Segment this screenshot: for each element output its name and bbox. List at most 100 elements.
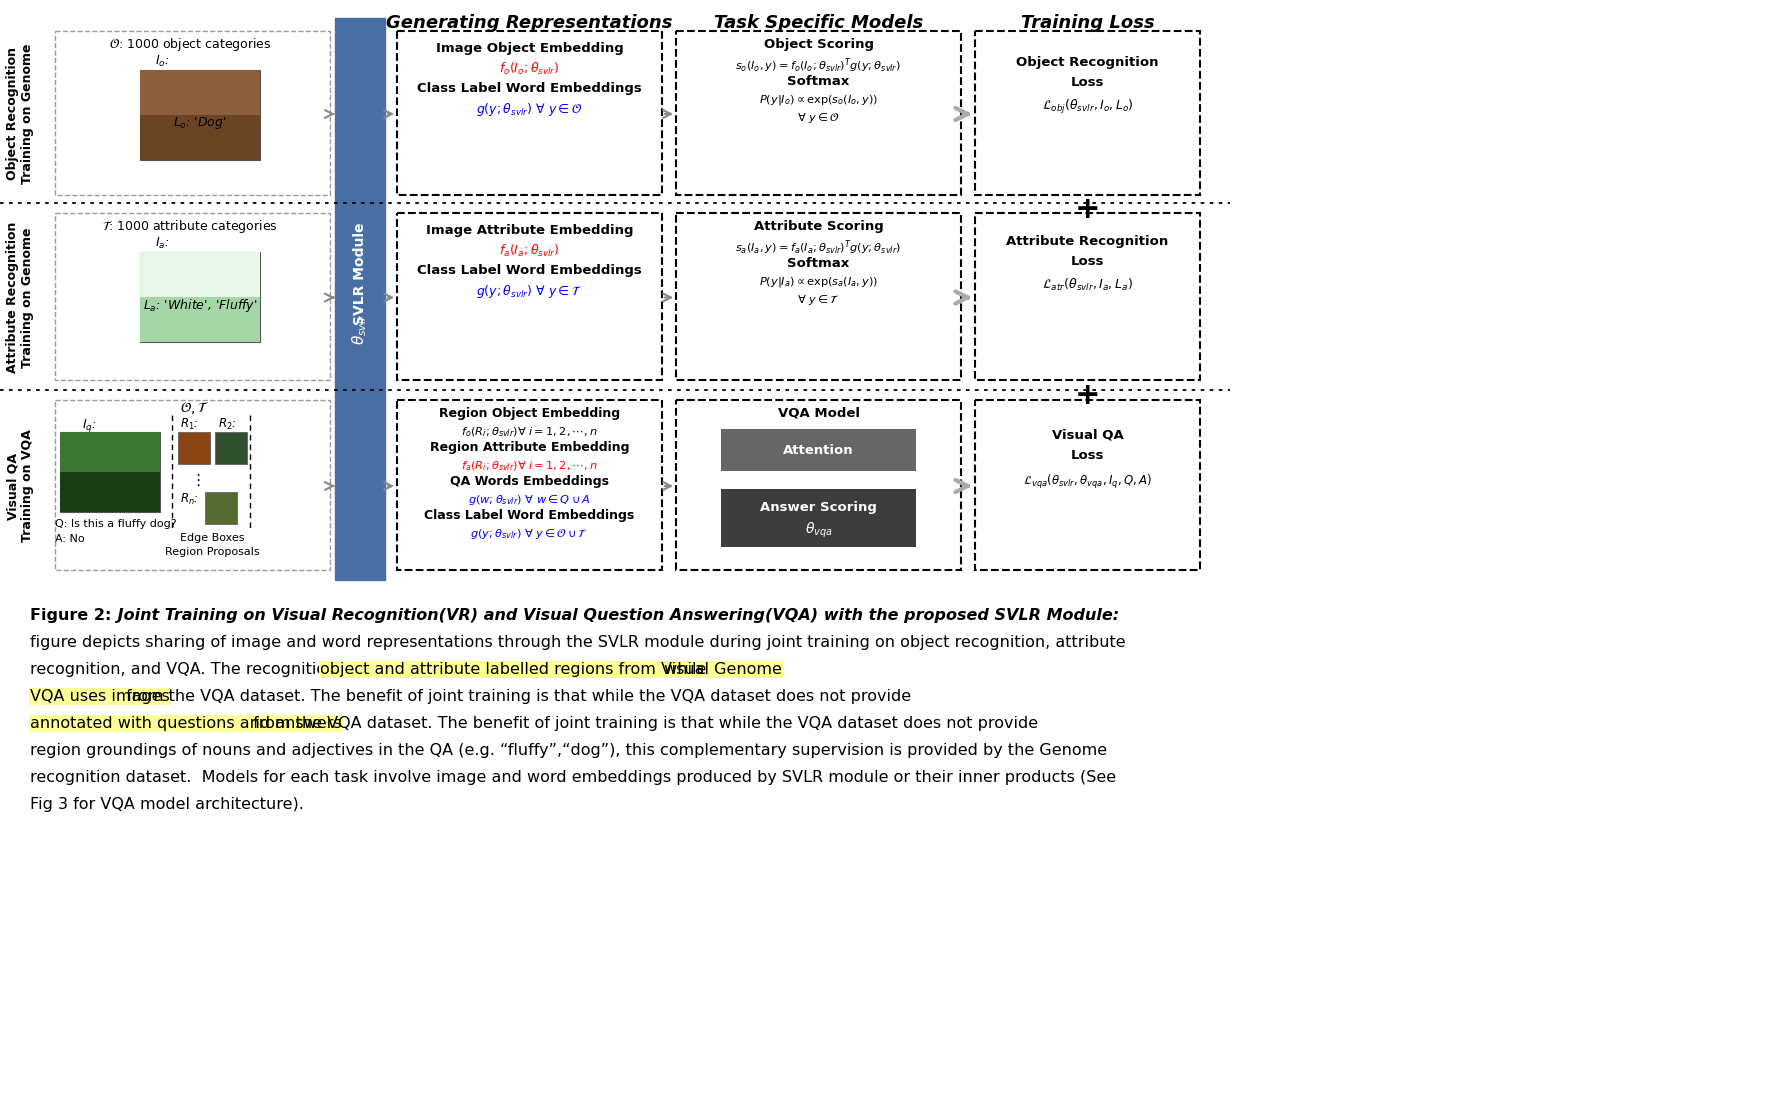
Text: Class Label Word Embeddings: Class Label Word Embeddings [418,264,641,276]
Text: Attribute Scoring: Attribute Scoring [753,220,883,233]
Text: Object Recognition
Training on Genome: Object Recognition Training on Genome [5,44,34,185]
Text: Object Recognition: Object Recognition [1016,56,1159,69]
Text: Region Attribute Embedding: Region Attribute Embedding [430,441,629,453]
Text: Loss: Loss [1072,255,1104,268]
Text: $P(y|I_o) \propto \exp(s_o(I_o, y))$: $P(y|I_o) \propto \exp(s_o(I_o, y))$ [759,93,878,107]
Text: $f_o(R_i; \theta_{svlr})\forall\ i = 1,2,\cdots, n$: $f_o(R_i; \theta_{svlr})\forall\ i = 1,2… [462,424,597,439]
Text: Answer Scoring: Answer Scoring [761,501,876,514]
Text: $\mathcal{T}$: 1000 attribute categories: $\mathcal{T}$: 1000 attribute categories [101,218,277,234]
Text: Class Label Word Embeddings: Class Label Word Embeddings [425,509,634,522]
Text: figure depicts sharing of image and word representations through the SVLR module: figure depicts sharing of image and word… [30,635,1125,650]
Bar [336,18,386,580]
Text: from the VQA dataset. The benefit of joint training is that while the VQA datase: from the VQA dataset. The benefit of joi… [121,689,912,705]
Text: $\mathcal{L}_{atr}(\theta_{svlr}, I_a, L_a)$: $\mathcal{L}_{atr}(\theta_{svlr}, I_a, L… [1041,276,1134,293]
Text: VQA uses images: VQA uses images [30,689,171,705]
Text: $g(w; \theta_{svlr})\ \forall\ w \in Q \cup A$: $g(w; \theta_{svlr})\ \forall\ w \in Q \… [467,492,590,507]
Bar [976,400,1199,570]
Text: Fig 3 for VQA model architecture).: Fig 3 for VQA model architecture). [30,797,304,812]
Text: Image Attribute Embedding: Image Attribute Embedding [426,225,633,237]
Bar [675,400,961,570]
Bar [721,429,915,471]
Text: Object Scoring: Object Scoring [764,38,874,51]
Text: Loss: Loss [1072,449,1104,462]
Bar [178,432,210,465]
Bar [60,432,160,472]
Bar [140,115,259,160]
Text: Softmax: Softmax [787,75,849,88]
Text: VQA Model: VQA Model [778,407,860,420]
Bar [140,252,259,342]
Text: $I_o$:: $I_o$: [155,54,169,69]
Text: $s_o(I_o, y) = f_o(I_o; \theta_{svlr})^T g(y; \theta_{svlr})$: $s_o(I_o, y) = f_o(I_o; \theta_{svlr})^T… [736,56,901,74]
Bar [204,492,236,524]
Text: $f_o(I_o; \theta_{svlr})$: $f_o(I_o; \theta_{svlr})$ [499,61,560,77]
Text: $g(y; \theta_{svlr})\ \forall\ y \in \mathcal{T}$: $g(y; \theta_{svlr})\ \forall\ y \in \ma… [476,283,583,300]
Text: $P(y|I_a) \propto \exp(s_a(I_a, y))$: $P(y|I_a) \propto \exp(s_a(I_a, y))$ [759,275,878,289]
Text: $f_a(R_i; \theta_{svlr})\forall\ i = 1,2,\cdots, n$: $f_a(R_i; \theta_{svlr})\forall\ i = 1,2… [462,458,597,472]
Text: $I_q$:: $I_q$: [82,417,96,434]
Text: recognition dataset.  Models for each task involve image and word embeddings pro: recognition dataset. Models for each tas… [30,770,1116,785]
Text: $R_1$:: $R_1$: [179,417,199,432]
Text: $I_a$:: $I_a$: [155,236,169,251]
Text: region groundings of nouns and adjectives in the QA (e.g. “fluffy”,“dog”), this : region groundings of nouns and adjective… [30,743,1107,758]
Bar [976,213,1199,380]
Text: SVLR Module: SVLR Module [354,222,368,325]
Text: Joint Training on Visual Recognition(VR) and Visual Question Answering(VQA) with: Joint Training on Visual Recognition(VR)… [112,608,1120,623]
Text: Attention: Attention [784,444,853,457]
Text: from the VQA dataset. The benefit of joint training is that while the VQA datase: from the VQA dataset. The benefit of joi… [247,716,1038,731]
Bar [675,31,961,195]
Text: Visual QA: Visual QA [1052,429,1123,442]
Text: QA Words Embeddings: QA Words Embeddings [450,474,610,488]
Bar [215,432,247,465]
Bar [396,400,663,570]
Text: $\mathcal{O}$: 1000 object categories: $\mathcal{O}$: 1000 object categories [108,36,272,53]
Bar [140,298,259,342]
Bar [55,213,331,380]
Text: Loss: Loss [1072,76,1104,88]
Text: $s_a(I_a, y) = f_a(I_a; \theta_{svlr})^T g(y; \theta_{svlr})$: $s_a(I_a, y) = f_a(I_a; \theta_{svlr})^T… [736,238,901,257]
Bar [140,70,259,160]
Bar [976,31,1199,195]
Text: +: + [1075,196,1100,225]
Text: $\forall\ y \in \mathcal{T}$: $\forall\ y \in \mathcal{T}$ [798,292,841,307]
Text: $\mathcal{L}_{obj}(\theta_{svlr}, I_o, L_o)$: $\mathcal{L}_{obj}(\theta_{svlr}, I_o, L… [1041,98,1134,116]
Text: Region Object Embedding: Region Object Embedding [439,407,620,420]
Text: $g(y; \theta_{svlr})\ \forall\ y \in \mathcal{O}$: $g(y; \theta_{svlr})\ \forall\ y \in \ma… [476,101,583,118]
Text: Training Loss: Training Loss [1020,14,1155,32]
Text: Figure 2:: Figure 2: [30,608,112,623]
Text: $f_a(I_a; \theta_{svlr})$: $f_a(I_a; \theta_{svlr})$ [499,243,560,259]
Text: +: + [1075,382,1100,410]
Bar [396,213,663,380]
Text: $L_a$: 'White', 'Fluffy': $L_a$: 'White', 'Fluffy' [142,298,258,314]
Text: $\mathcal{O}, \mathcal{T}$: $\mathcal{O}, \mathcal{T}$ [179,400,210,416]
Text: Q: Is this a fluffy dog?: Q: Is this a fluffy dog? [55,519,176,529]
Text: Image Object Embedding: Image Object Embedding [435,42,624,55]
Text: recognition, and VQA. The recognition tasks use: recognition, and VQA. The recognition ta… [30,662,423,677]
Text: object and attribute labelled regions from Visual Genome: object and attribute labelled regions fr… [320,662,782,677]
Text: Attribute Recognition
Training on Genome: Attribute Recognition Training on Genome [5,222,34,373]
Text: $\vdots$: $\vdots$ [190,472,201,488]
Text: while: while [659,662,713,677]
Bar [60,472,160,512]
Bar [396,31,663,195]
Text: Class Label Word Embeddings: Class Label Word Embeddings [418,82,641,95]
Text: Attribute Recognition: Attribute Recognition [1006,234,1169,248]
Bar [60,432,160,512]
Bar [140,252,259,298]
Text: Visual QA
Training on VQA: Visual QA Training on VQA [5,429,34,542]
Text: $\mathcal{L}_{vqa}(\theta_{svlr}, \theta_{vqa}, I_q, Q, A)$: $\mathcal{L}_{vqa}(\theta_{svlr}, \theta… [1024,473,1151,491]
Bar [55,400,331,570]
Text: $R_2$:: $R_2$: [219,417,236,432]
Text: Generating Representations: Generating Representations [386,14,673,32]
Text: $R_n$:: $R_n$: [179,492,199,507]
Text: $\theta_{vqa}$: $\theta_{vqa}$ [805,520,832,540]
Text: annotated with questions and answers: annotated with questions and answers [30,716,341,731]
Text: A: No: A: No [55,534,85,544]
Text: Softmax: Softmax [787,257,849,270]
Text: $\theta_{svlr}$: $\theta_{svlr}$ [350,313,370,345]
Text: Edge Boxes: Edge Boxes [179,533,243,543]
Bar [721,489,915,547]
Text: Region Proposals: Region Proposals [165,547,259,557]
Bar [675,213,961,380]
Bar [55,31,331,195]
